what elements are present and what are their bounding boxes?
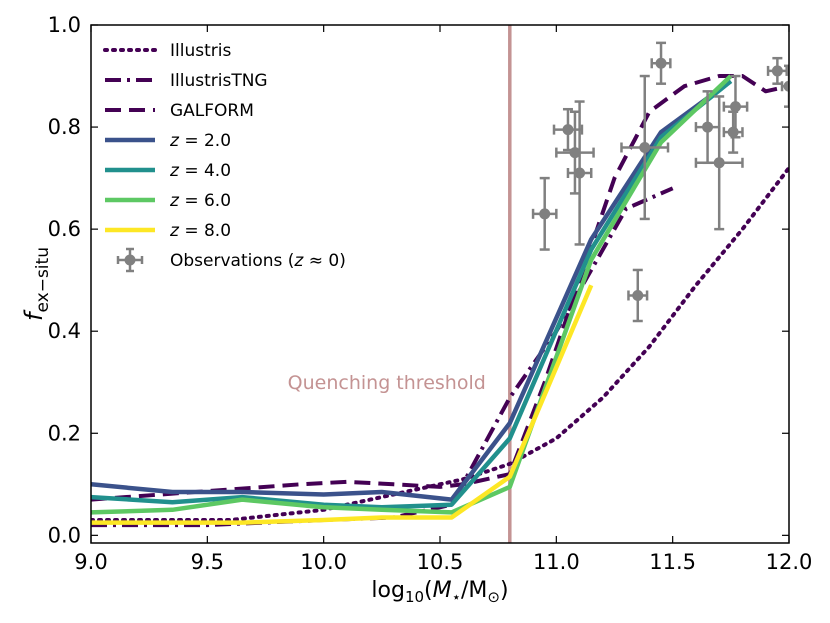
plot-area xyxy=(91,25,789,543)
series-line-z-2-0 xyxy=(91,79,733,502)
y-axis-label: fex−situ xyxy=(20,247,53,321)
legend-entry-z-2-0: z = 2.0 xyxy=(105,131,231,151)
legend-entry-illustristng: IllustrisTNG xyxy=(105,71,268,91)
x-axis-label: log10(M⋆/M⊙) xyxy=(371,578,508,606)
observation-point-6 xyxy=(620,74,670,221)
legend-label-z-6-0: z = 6.0 xyxy=(169,191,231,211)
x-tick-label-2: 10.0 xyxy=(300,550,347,574)
series-line-z-4-0 xyxy=(91,79,733,510)
legend-entry-z-8-0: z = 8.0 xyxy=(105,221,231,241)
x-tick-label-5: 11.5 xyxy=(649,550,696,574)
x-tick-label-0: 9.0 xyxy=(74,550,107,574)
x-tick-label-1: 9.5 xyxy=(191,550,224,574)
legend-label-galform: GALFORM xyxy=(170,101,254,121)
series-line-z-8-0 xyxy=(91,284,594,525)
legend-label-z-4-0: z = 4.0 xyxy=(169,161,231,181)
legend-entry-illustris: Illustris xyxy=(103,41,231,61)
quenching-threshold-label: Quenching threshold xyxy=(288,372,486,394)
data-layer xyxy=(91,74,789,528)
annotation-layer: Quenching threshold xyxy=(288,25,512,543)
legend-entry-z-4-0: z = 4.0 xyxy=(105,161,231,181)
observation-point-5 xyxy=(627,268,649,323)
observation-point-12 xyxy=(766,56,788,85)
observation-point-1 xyxy=(531,176,558,251)
x-tick-label-6: 12.0 xyxy=(766,550,813,574)
observation-point-11 xyxy=(722,110,744,154)
observation-point-13 xyxy=(780,64,789,108)
y-tick-label-2: 0.4 xyxy=(48,319,81,343)
observations-layer xyxy=(531,41,789,323)
x-tick-label-3: 10.5 xyxy=(417,550,464,574)
legend-entry-observations: Observations (z ≈ 0) xyxy=(116,247,346,273)
x-tick-label-4: 11.0 xyxy=(533,550,580,574)
observation-point-9 xyxy=(694,95,744,231)
legend-entry-galform: GALFORM xyxy=(105,101,254,121)
legend: Illustris IllustrisTNG GALFORM z = 2.0 z = 4… xyxy=(103,41,346,273)
legend-label-z-8-0: z = 8.0 xyxy=(169,221,231,241)
series-line-galform xyxy=(91,74,789,502)
legend-entry-z-6-0: z = 6.0 xyxy=(105,191,231,211)
y-tick-label-1: 0.2 xyxy=(48,421,81,445)
observation-point-3 xyxy=(555,110,595,195)
y-tick-label-5: 1.0 xyxy=(48,13,81,37)
plot-background xyxy=(91,25,789,543)
legend-label-illustristng: IllustrisTNG xyxy=(170,71,268,91)
legend-label-observations: Observations (z ≈ 0) xyxy=(170,251,346,271)
ticks-layer: 9.0 9.5 10.0 10.5 11.0 11.5 12.0 0.0 0.2 0.4 0.6 0.… xyxy=(48,13,813,574)
legend-label-z-2-0: z = 2.0 xyxy=(169,131,231,151)
y-tick-label-3: 0.6 xyxy=(48,217,81,241)
observation-point-4 xyxy=(566,100,593,246)
observation-point-10 xyxy=(722,74,749,139)
observation-point-7 xyxy=(650,41,672,85)
series-line-illustris xyxy=(91,165,789,522)
series-line-z-6-0 xyxy=(91,74,733,515)
y-tick-label-4: 0.8 xyxy=(48,115,81,139)
observation-point-2 xyxy=(552,107,584,152)
legend-label-illustris: Illustris xyxy=(170,41,231,61)
y-tick-label-0: 0.0 xyxy=(48,523,81,547)
